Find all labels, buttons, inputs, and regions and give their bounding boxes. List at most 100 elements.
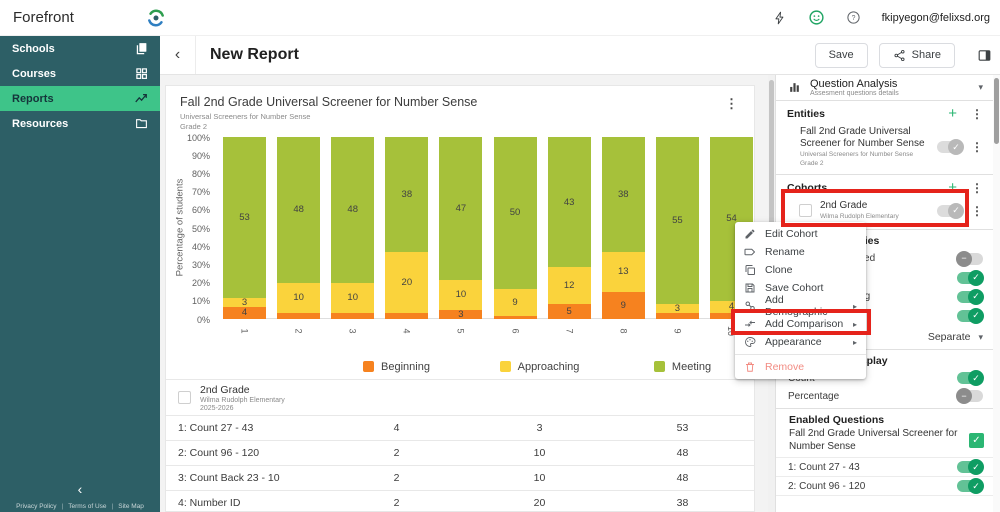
enabled-question-toggle[interactable]: ✓ [957,459,984,476]
enabled-question-toggle[interactable]: ✓ [957,478,984,495]
cohorts-kebab-icon[interactable]: ⋮ [971,180,983,195]
cohort-item-kebab-icon[interactable]: ⋮ [971,203,983,218]
proficiency-toggle[interactable]: − [956,250,983,267]
menu-item-add-comparison[interactable]: Add Comparison ▸ [735,315,866,333]
legend-item-meeting: Meeting [611,361,754,373]
bar-question-1[interactable]: 53 3 4 [223,137,266,319]
toggle-knob: ✓ [968,459,984,476]
entity-kebab-icon[interactable]: ⋮ [971,140,983,155]
panel-scrollbar-thumb[interactable] [994,78,999,144]
y-tick-label: 20% [191,278,210,289]
add-entity-icon[interactable]: + [948,105,957,122]
panel-scrollbar-track[interactable] [993,75,1000,512]
enabled-assessment-title: Fall 2nd Grade Universal Screener for Nu… [789,428,958,452]
segment-meeting-q3: 48 [331,137,375,283]
bar-question-8[interactable]: 38 13 9 [601,137,645,319]
toggle-knob: ✓ [968,370,984,387]
legend-swatch-meeting [653,361,665,372]
cell-approaching: 3 [536,422,543,434]
proficiency-toggle[interactable]: ✓ [957,307,984,324]
segment-beginning-q5: 3 [439,309,483,319]
x-tick-label: 3 [347,328,358,334]
drag-handle-icon[interactable] [786,210,796,211]
drag-handle-icon[interactable] [786,147,796,148]
entities-kebab-icon[interactable]: ⋮ [971,106,983,121]
cohort-context-menu: Edit Cohort Rename Clone Save Cohort Add Dem… [735,222,866,379]
x-tick: 8 [602,321,645,343]
add-cohort-icon[interactable]: + [948,179,957,197]
save-button[interactable]: Save [814,42,868,68]
cohort-size-toggle[interactable]: ✓ [957,370,984,387]
proficiency-mode-select[interactable]: Separate ▾ [776,325,993,349]
user-email[interactable]: fkipyegon@felixsd.org [881,11,990,24]
bar-value-label: 3 [458,309,464,319]
menu-item-save-cohort[interactable]: Save Cohort [735,279,866,297]
menu-item-edit-cohort[interactable]: Edit Cohort [735,225,866,243]
bar-value-label: 43 [563,196,575,208]
entity-toggle[interactable]: ✓ [937,139,964,156]
legend-swatch-approaching [499,361,511,372]
bar-question-2[interactable]: 48 10 [277,137,321,319]
sidebar-collapse-button[interactable]: ‹ [77,481,83,497]
bar-question-7[interactable]: 43 12 5 [547,137,591,319]
sidebar-item-courses[interactable]: Courses [0,61,160,86]
sidebar-item-schools[interactable]: Schools [0,36,160,61]
chevron-down-icon[interactable]: ▾ [978,82,983,92]
share-button[interactable]: Share [878,42,955,68]
entities-section-header: Entities + ⋮ [776,101,993,123]
menu-item-add-demographic[interactable]: Add Demographic ▸ [735,294,866,318]
chart-title: Fall 2nd Grade Universal Screener for Nu… [180,95,478,109]
menu-item-appearance[interactable]: Appearance ▸ [735,333,866,351]
chart-grade: Grade 2 [180,122,208,131]
segment-meeting-q5: 47 [439,137,483,280]
chart-kebab-icon[interactable]: ⋮ [725,96,738,111]
sidebar-item-resources[interactable]: Resources [0,111,160,136]
report-type-selector[interactable]: Question Analysis Assesment questions de… [776,75,993,101]
site-map-link[interactable]: Site Map [118,503,144,510]
back-button[interactable]: ‹ [160,36,196,74]
bar-question-5[interactable]: 47 10 3 [439,137,483,319]
proficiency-toggle[interactable]: ✓ [957,269,984,286]
avatar-icon[interactable] [808,9,825,26]
sidebar-item-label: Resources [12,117,69,130]
legend-item-approaching: Approaching [468,361,611,373]
chart-card: Fall 2nd Grade Universal Screener for Nu… [165,85,755,512]
segment-approaching-q7: 12 [547,267,591,304]
bolt-icon[interactable] [773,11,787,25]
x-tick: 7 [548,321,591,343]
segment-approaching-q5: 10 [439,279,483,310]
chevron-down-icon: ▾ [978,331,983,342]
y-axis-ticks: 100% 90% 80% 70% 60% 50% 40% 30% 20% 10% 0% [166,133,216,325]
x-tick: 1 [223,321,266,343]
page-title: New Report [210,46,299,63]
cohort-size-toggle[interactable]: − [956,388,983,405]
menu-item-remove[interactable]: Remove [735,358,866,376]
bar-question-4[interactable]: 38 20 [385,137,429,319]
svg-text:?: ? [851,15,855,22]
main-scrollbar-thumb[interactable] [769,80,774,248]
terms-of-use-link[interactable]: Terms of Use [68,503,107,510]
cohort-checkbox[interactable] [178,391,191,404]
footer-separator: | [61,503,64,510]
x-tick: 6 [494,321,537,343]
segment-approaching-q3: 10 [331,282,375,313]
help-icon[interactable]: ? [846,10,861,25]
toggle-right-panel-icon[interactable] [977,48,992,63]
x-tick: 9 [656,321,699,343]
bar-question-3[interactable]: 48 10 [331,137,375,319]
menu-item-rename[interactable]: Rename [735,243,866,261]
bar-question-6[interactable]: 50 9 [493,137,537,319]
stacked-bar-chart: Percentage of students 100% 90% 80% 70% 60% 5… [166,133,754,345]
y-tick-label: 80% [191,168,210,179]
sidebar-item-reports[interactable]: Reports [0,86,160,111]
menu-item-clone[interactable]: Clone [735,261,866,279]
bar-question-9[interactable]: 55 3 [655,137,699,319]
privacy-policy-link[interactable]: Privacy Policy [16,503,57,510]
enabled-assessment-checkbox[interactable]: ✓ [969,433,984,449]
cohort-item-toggle[interactable]: ✓ [937,202,964,219]
proficiency-toggle[interactable]: ✓ [957,288,984,305]
resources-icon [135,117,148,130]
y-tick-label: 40% [191,241,210,252]
question-label: 1: Count 27 - 43 [178,422,254,434]
cohort-item-checkbox[interactable] [799,204,812,218]
